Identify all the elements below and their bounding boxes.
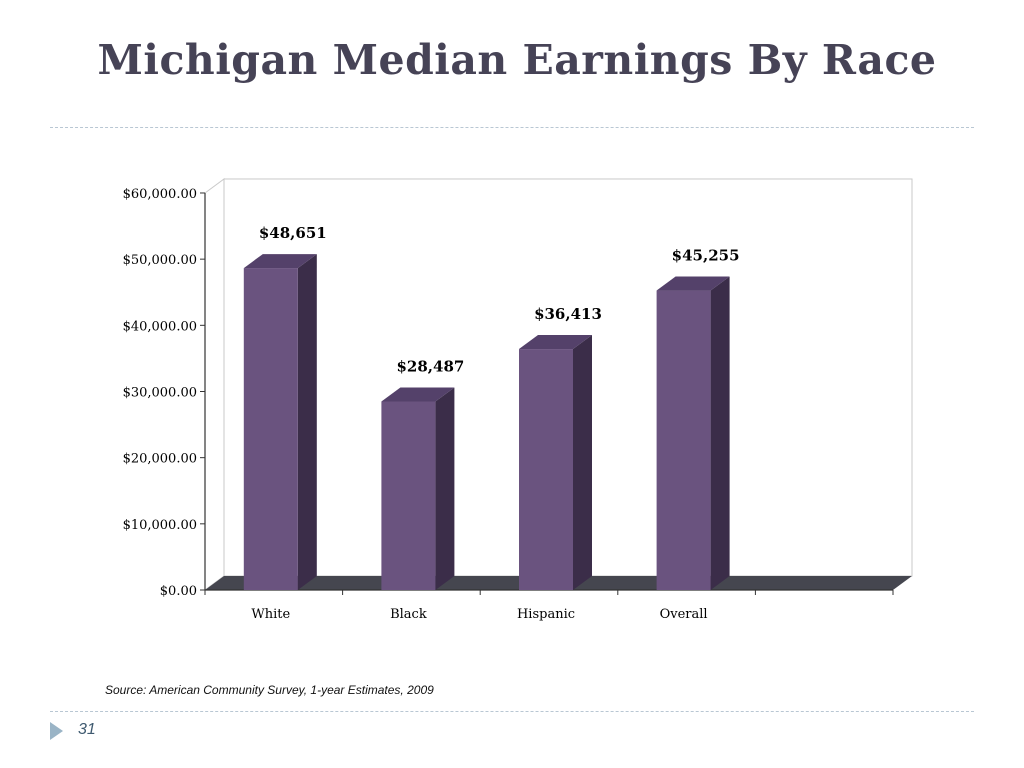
x-tick-label: Black (390, 607, 427, 622)
bar-top (519, 335, 592, 350)
data-label: $36,413 (534, 305, 602, 323)
source-note: Source: American Community Survey, 1-yea… (105, 683, 434, 697)
bar-side (297, 254, 317, 590)
bar-side (710, 276, 730, 590)
x-tick-label: White (251, 607, 290, 622)
bar (519, 349, 573, 590)
x-tick-label: Overall (660, 607, 708, 622)
bar (656, 290, 711, 590)
x-tick-label: Hispanic (517, 607, 575, 622)
footer-divider (50, 711, 974, 712)
data-label: $45,255 (672, 247, 740, 265)
chart-side-wall (204, 177, 225, 591)
bar (243, 268, 298, 590)
data-label: $28,487 (396, 358, 464, 376)
y-tick-label: $60,000.00 (123, 187, 197, 202)
y-tick-label: $20,000.00 (123, 452, 197, 467)
page-number: 31 (78, 721, 96, 738)
y-tick-label: $30,000.00 (123, 385, 197, 400)
page-marker-icon (50, 722, 63, 740)
y-tick-label: $0.00 (160, 584, 197, 599)
bar (381, 401, 436, 590)
bar-chart: $0.00 $10,000.00 $20,000.00 $30,000.00 $40,0… (123, 177, 913, 622)
bar-top (381, 387, 455, 402)
data-label: $48,651 (259, 224, 327, 242)
y-tick-label: $10,000.00 (123, 518, 197, 533)
y-tick-label: $50,000.00 (123, 253, 197, 268)
bar-side (435, 387, 455, 590)
title-divider (50, 127, 974, 128)
bar-side (573, 335, 592, 590)
bar-top (656, 276, 730, 291)
y-tick-label: $40,000.00 (123, 319, 197, 334)
slide-title: Michigan Median Earnings By Race (97, 36, 937, 84)
bar-top (243, 254, 317, 269)
